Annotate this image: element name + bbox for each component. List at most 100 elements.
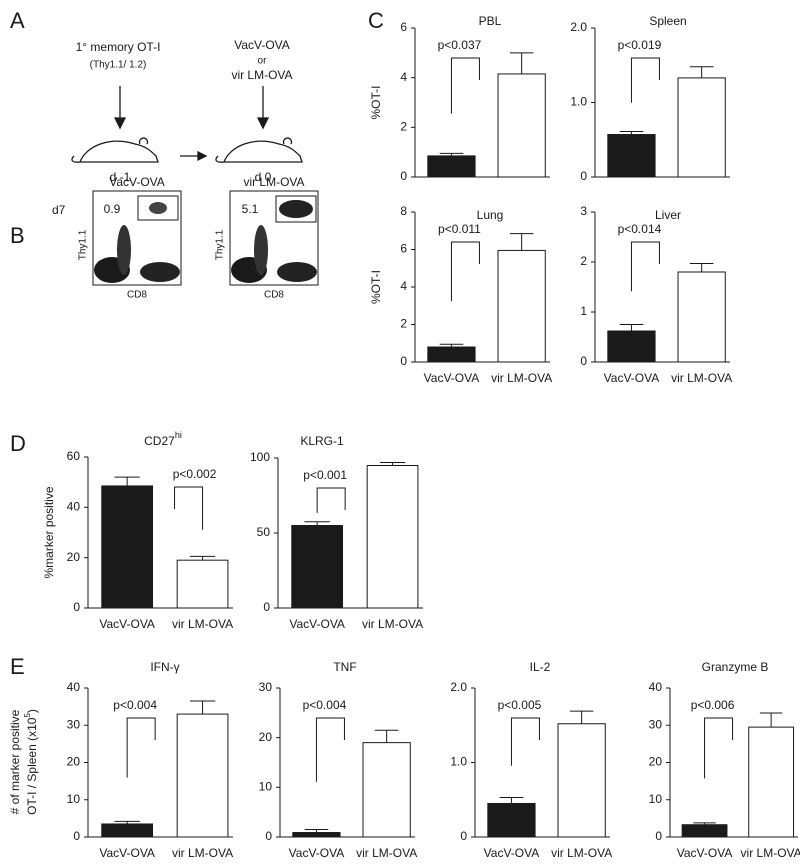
chart-title: Liver (655, 208, 681, 222)
y-tick-label: 0 (460, 829, 467, 843)
x-tick-label: VacV-OVA (99, 846, 155, 860)
significance-bracket (704, 717, 734, 779)
p-value: p<0.001 (303, 468, 347, 482)
y-tick-label: 8 (400, 204, 407, 218)
chart-title: PBL (479, 14, 502, 28)
error-bar (509, 233, 534, 251)
e-y-label: # of marker positive (8, 709, 22, 814)
chart-title: CD27hi (144, 430, 182, 448)
flow-day: d7 (52, 203, 66, 217)
flow-x-label: CD8 (264, 290, 284, 301)
bar (291, 525, 344, 609)
y-tick-label: 20 (259, 730, 273, 744)
infection-label: VacV-OVA (234, 38, 290, 52)
y-tick-label: 0 (73, 600, 80, 614)
y-tick-label: 3 (580, 204, 587, 218)
y-tick-label: 0 (265, 829, 272, 843)
error-bar (509, 52, 534, 74)
y-axis-label: %marker positive (42, 486, 56, 578)
p-value: p<0.002 (173, 467, 217, 481)
bar (677, 271, 726, 363)
significance-bracket (174, 486, 204, 530)
bar (497, 249, 546, 363)
chart-title-text: CD27 (144, 434, 175, 448)
error-bar (304, 521, 330, 526)
y-tick-label: 20 (67, 550, 81, 564)
flow-title: vir LM-OVA (243, 175, 304, 189)
bar (292, 832, 341, 838)
y-tick-label: 1.0 (450, 755, 467, 769)
significance-bracket (316, 487, 346, 513)
x-tick-label: VacV-OVA (424, 371, 480, 385)
e-y-label-part: OT-I / Spleen (x10 (25, 717, 39, 815)
error-bar (693, 822, 716, 825)
chart-title-text: IL-2 (530, 660, 551, 674)
error-bar (499, 797, 524, 804)
chart-title-text: TNF (333, 660, 356, 674)
bar (101, 823, 154, 838)
significance-bracket (126, 717, 156, 778)
significance-bracket (450, 241, 480, 302)
y-tick-label: 10 (67, 792, 81, 806)
y-tick-label: 0 (73, 829, 80, 843)
x-tick-label: vir LM-OVA (172, 617, 233, 631)
bar (487, 802, 536, 838)
y-tick-label: 2 (400, 120, 407, 134)
y-tick-label: 2 (580, 254, 587, 268)
p-value: p<0.006 (691, 698, 735, 712)
error-bar (619, 324, 644, 331)
bar (497, 73, 546, 178)
panel-label: D (10, 431, 26, 456)
y-tick-label: 20 (67, 755, 81, 769)
error-bar (114, 476, 140, 486)
day-label: d -1 (110, 170, 131, 184)
p-value: p<0.019 (618, 38, 662, 52)
bar (427, 346, 476, 363)
y-tick-label: 0 (263, 600, 270, 614)
x-tick-label: vir LM-OVA (362, 617, 423, 631)
x-tick-label: VacV-OVA (289, 617, 345, 631)
y-tick-label: 2 (400, 317, 407, 331)
error-bar (759, 712, 783, 728)
error-bar (439, 343, 464, 347)
bar (176, 559, 229, 609)
chart-title-sup: hi (175, 430, 182, 440)
error-bar (689, 263, 714, 272)
x-tick-label: VacV-OVA (677, 846, 733, 860)
error-bar (379, 462, 406, 466)
x-tick-label: vir LM-OVA (741, 846, 800, 860)
donor-label: 1° memory OT-I (76, 40, 161, 54)
x-tick-label: VacV-OVA (289, 846, 345, 860)
bar (101, 485, 154, 609)
error-bar (189, 700, 216, 715)
donor-marker: (Thy1.1/ 1.2) (90, 60, 147, 71)
significance-bracket (315, 717, 345, 782)
error-bar (569, 710, 594, 724)
y-tick-label: 0 (400, 354, 407, 368)
y-axis-label: %OT-I (369, 85, 383, 119)
x-tick-label: vir LM-OVA (356, 846, 417, 860)
e-y-label-part: ) (25, 709, 39, 713)
y-tick-label: 1 (580, 304, 587, 318)
error-bar (439, 152, 464, 156)
infection-label: vir LM-OVA (231, 68, 292, 82)
y-tick-label: 10 (649, 792, 663, 806)
chart-title-text: Lung (477, 208, 504, 222)
panel-label: B (10, 223, 25, 248)
significance-bracket (510, 717, 540, 766)
chart-title-text: Granzyme B (702, 660, 769, 674)
p-value: p<0.037 (438, 38, 482, 52)
y-tick-label: 4 (400, 70, 407, 84)
y-tick-label: 50 (257, 525, 271, 539)
y-tick-label: 2.0 (450, 680, 467, 694)
chart-title: Lung (477, 208, 504, 222)
y-tick-label: 60 (67, 449, 81, 463)
y-tick-label: 2.0 (570, 20, 587, 34)
y-tick-label: 0 (580, 354, 587, 368)
p-value: p<0.004 (113, 698, 157, 712)
significance-bracket (630, 241, 660, 292)
x-tick-label: vir LM-OVA (491, 371, 552, 385)
error-bar (304, 829, 329, 833)
p-value: p<0.014 (618, 222, 662, 236)
x-tick-label: vir LM-OVA (671, 371, 732, 385)
